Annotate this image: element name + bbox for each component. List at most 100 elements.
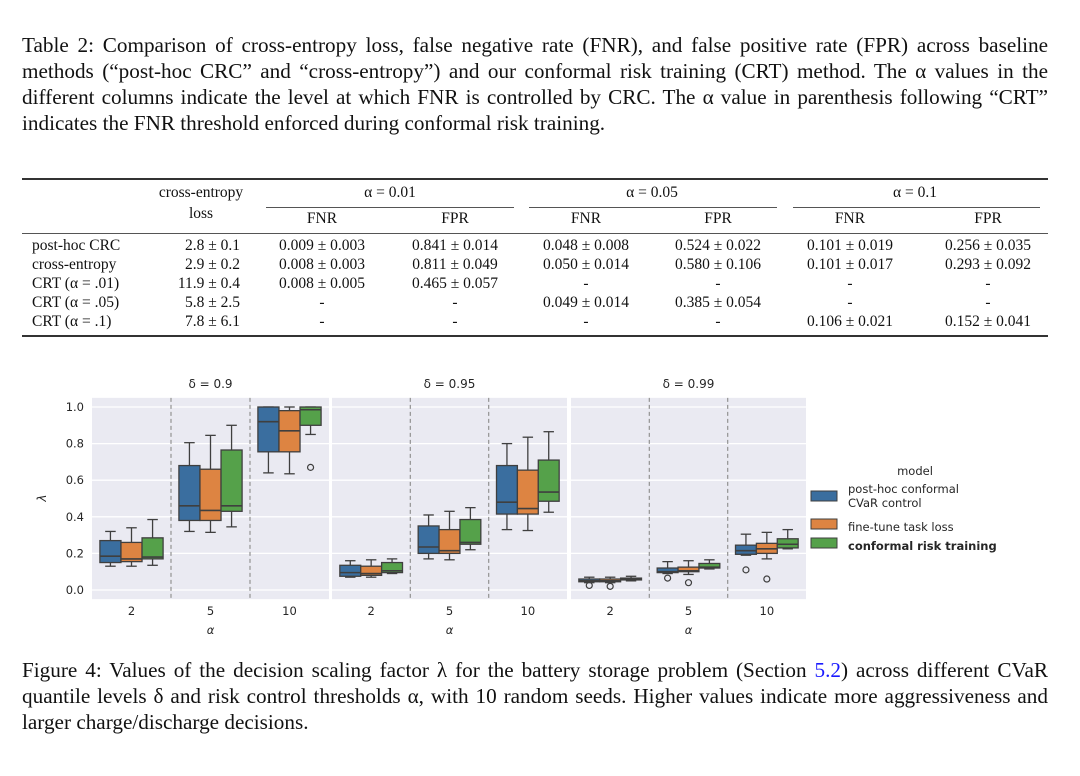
x-axis-label: α bbox=[446, 623, 454, 637]
row-cell: - bbox=[583, 275, 589, 292]
subcolumn-header: FPR bbox=[441, 210, 469, 227]
box bbox=[178, 464, 201, 522]
y-tick-label: 0.0 bbox=[66, 583, 84, 597]
row-cell: 0.465 ± 0.057 bbox=[411, 275, 499, 292]
subcolumn-header: FNR bbox=[834, 210, 866, 227]
box bbox=[380, 561, 404, 574]
group-underline bbox=[266, 207, 514, 208]
outlier-point bbox=[585, 581, 593, 590]
row-cell: 0.009 ± 0.003 bbox=[278, 237, 366, 254]
row-cell: - bbox=[452, 294, 458, 311]
box bbox=[417, 525, 440, 555]
x-tick-label: 5 bbox=[685, 604, 692, 618]
figure-caption-prefix: Figure 4: Values of the decision scaling… bbox=[22, 658, 815, 682]
row-cell: 0.050 ± 0.014 bbox=[542, 256, 630, 273]
row-cell: - bbox=[452, 313, 458, 330]
row-cell: - bbox=[319, 294, 325, 311]
outlier-point bbox=[763, 575, 771, 583]
figure-caption-suffix: ) across different CVaR quantile levels … bbox=[22, 658, 1048, 734]
legend-swatch bbox=[810, 518, 838, 530]
row-cell: - bbox=[583, 313, 589, 330]
row-cell: - bbox=[985, 275, 991, 292]
legend-swatch bbox=[810, 490, 838, 502]
x-axis-label: α bbox=[685, 623, 693, 637]
table-bottom-rule bbox=[22, 335, 1048, 337]
row-method: CRT (α = .05) bbox=[32, 294, 120, 311]
box bbox=[220, 449, 243, 512]
y-tick-label: 0.6 bbox=[66, 473, 84, 487]
row-cell: 0.256 ± 0.035 bbox=[944, 237, 1032, 254]
row-cell: - bbox=[319, 313, 325, 330]
loss-header-line2: loss bbox=[188, 205, 214, 222]
row-cell: - bbox=[847, 275, 853, 292]
box bbox=[199, 468, 222, 522]
y-tick-label: 1.0 bbox=[66, 400, 84, 414]
row-method: CRT (α = .01) bbox=[32, 275, 120, 292]
box bbox=[677, 566, 700, 573]
row-cell: 0.101 ± 0.019 bbox=[806, 237, 894, 254]
legend-swatch bbox=[810, 537, 838, 549]
box-plot-figure: δ = 0.9 2 5 10 α δ = 0.95 2 5 10 α δ = 0.99 2 5 10 α 0.… bbox=[35, 377, 997, 637]
legend-label: CVaR control bbox=[848, 496, 922, 510]
box bbox=[257, 406, 280, 453]
row-cell: - bbox=[715, 275, 721, 292]
table-caption: Table 2: Comparison of cross-entropy los… bbox=[22, 32, 1048, 136]
figure-caption: Figure 4: Values of the decision scaling… bbox=[22, 657, 1048, 735]
box bbox=[459, 518, 482, 545]
y-tick-label: 0.4 bbox=[66, 510, 84, 524]
row-cell: 0.101 ± 0.017 bbox=[806, 256, 894, 273]
row-cell: 0.048 ± 0.008 bbox=[542, 237, 630, 254]
outlier-point bbox=[684, 579, 693, 587]
y-tick-label: 0.2 bbox=[66, 546, 84, 560]
alpha-group-header: α = 0.01 bbox=[364, 184, 416, 201]
y-tick-label: 0.8 bbox=[66, 437, 84, 451]
x-tick-label: 2 bbox=[128, 604, 135, 618]
y-axis-label: λ bbox=[35, 494, 49, 502]
legend-label: post-hoc conformal bbox=[848, 482, 959, 496]
box bbox=[339, 564, 362, 577]
section-link[interactable]: 5.2 bbox=[814, 658, 842, 682]
alpha-group-header: α = 0.05 bbox=[626, 184, 678, 201]
panel-title: δ = 0.99 bbox=[663, 377, 715, 391]
panel-title: δ = 0.9 bbox=[188, 377, 232, 391]
box bbox=[141, 537, 164, 560]
outlier-point bbox=[306, 463, 315, 471]
group-underline bbox=[793, 207, 1040, 208]
x-tick-label: 2 bbox=[607, 604, 614, 618]
box bbox=[734, 544, 758, 555]
row-cell: - bbox=[715, 313, 721, 330]
box bbox=[299, 406, 322, 426]
legend-label: fine-tune task loss bbox=[848, 520, 954, 534]
box bbox=[698, 562, 721, 569]
x-tick-label: 5 bbox=[446, 604, 453, 618]
row-loss: 11.9 ± 0.4 bbox=[177, 275, 240, 292]
alpha-group-header: α = 0.1 bbox=[893, 184, 937, 201]
row-method: CRT (α = .1) bbox=[32, 313, 112, 330]
box bbox=[495, 464, 519, 515]
subcolumn-header: FPR bbox=[974, 210, 1002, 227]
row-cell: 0.106 ± 0.021 bbox=[806, 313, 894, 330]
table-top-rule bbox=[22, 178, 1048, 180]
outlier-point bbox=[664, 574, 672, 582]
row-cell: 0.580 ± 0.106 bbox=[674, 256, 762, 273]
outlier-point bbox=[742, 566, 750, 574]
x-tick-label: 5 bbox=[207, 604, 214, 618]
group-underline bbox=[529, 207, 777, 208]
row-cell: 0.008 ± 0.005 bbox=[278, 275, 366, 292]
x-tick-label: 10 bbox=[760, 604, 775, 618]
box bbox=[776, 538, 799, 549]
legend-title: model bbox=[897, 464, 933, 478]
row-method: post-hoc CRC bbox=[32, 237, 121, 254]
loss-header-line1: cross-entropy bbox=[158, 184, 244, 201]
subcolumn-header: FNR bbox=[570, 210, 602, 227]
row-cell: - bbox=[847, 294, 853, 311]
table-caption-text: Table 2: Comparison of cross-entropy los… bbox=[22, 33, 1048, 135]
box bbox=[438, 528, 461, 555]
box bbox=[516, 469, 539, 515]
box bbox=[537, 459, 560, 502]
row-cell: - bbox=[985, 294, 991, 311]
row-cell: 0.049 ± 0.014 bbox=[542, 294, 630, 311]
x-tick-label: 2 bbox=[368, 604, 375, 618]
row-cell: 0.008 ± 0.003 bbox=[278, 256, 366, 273]
row-cell: 0.811 ± 0.049 bbox=[412, 256, 498, 273]
